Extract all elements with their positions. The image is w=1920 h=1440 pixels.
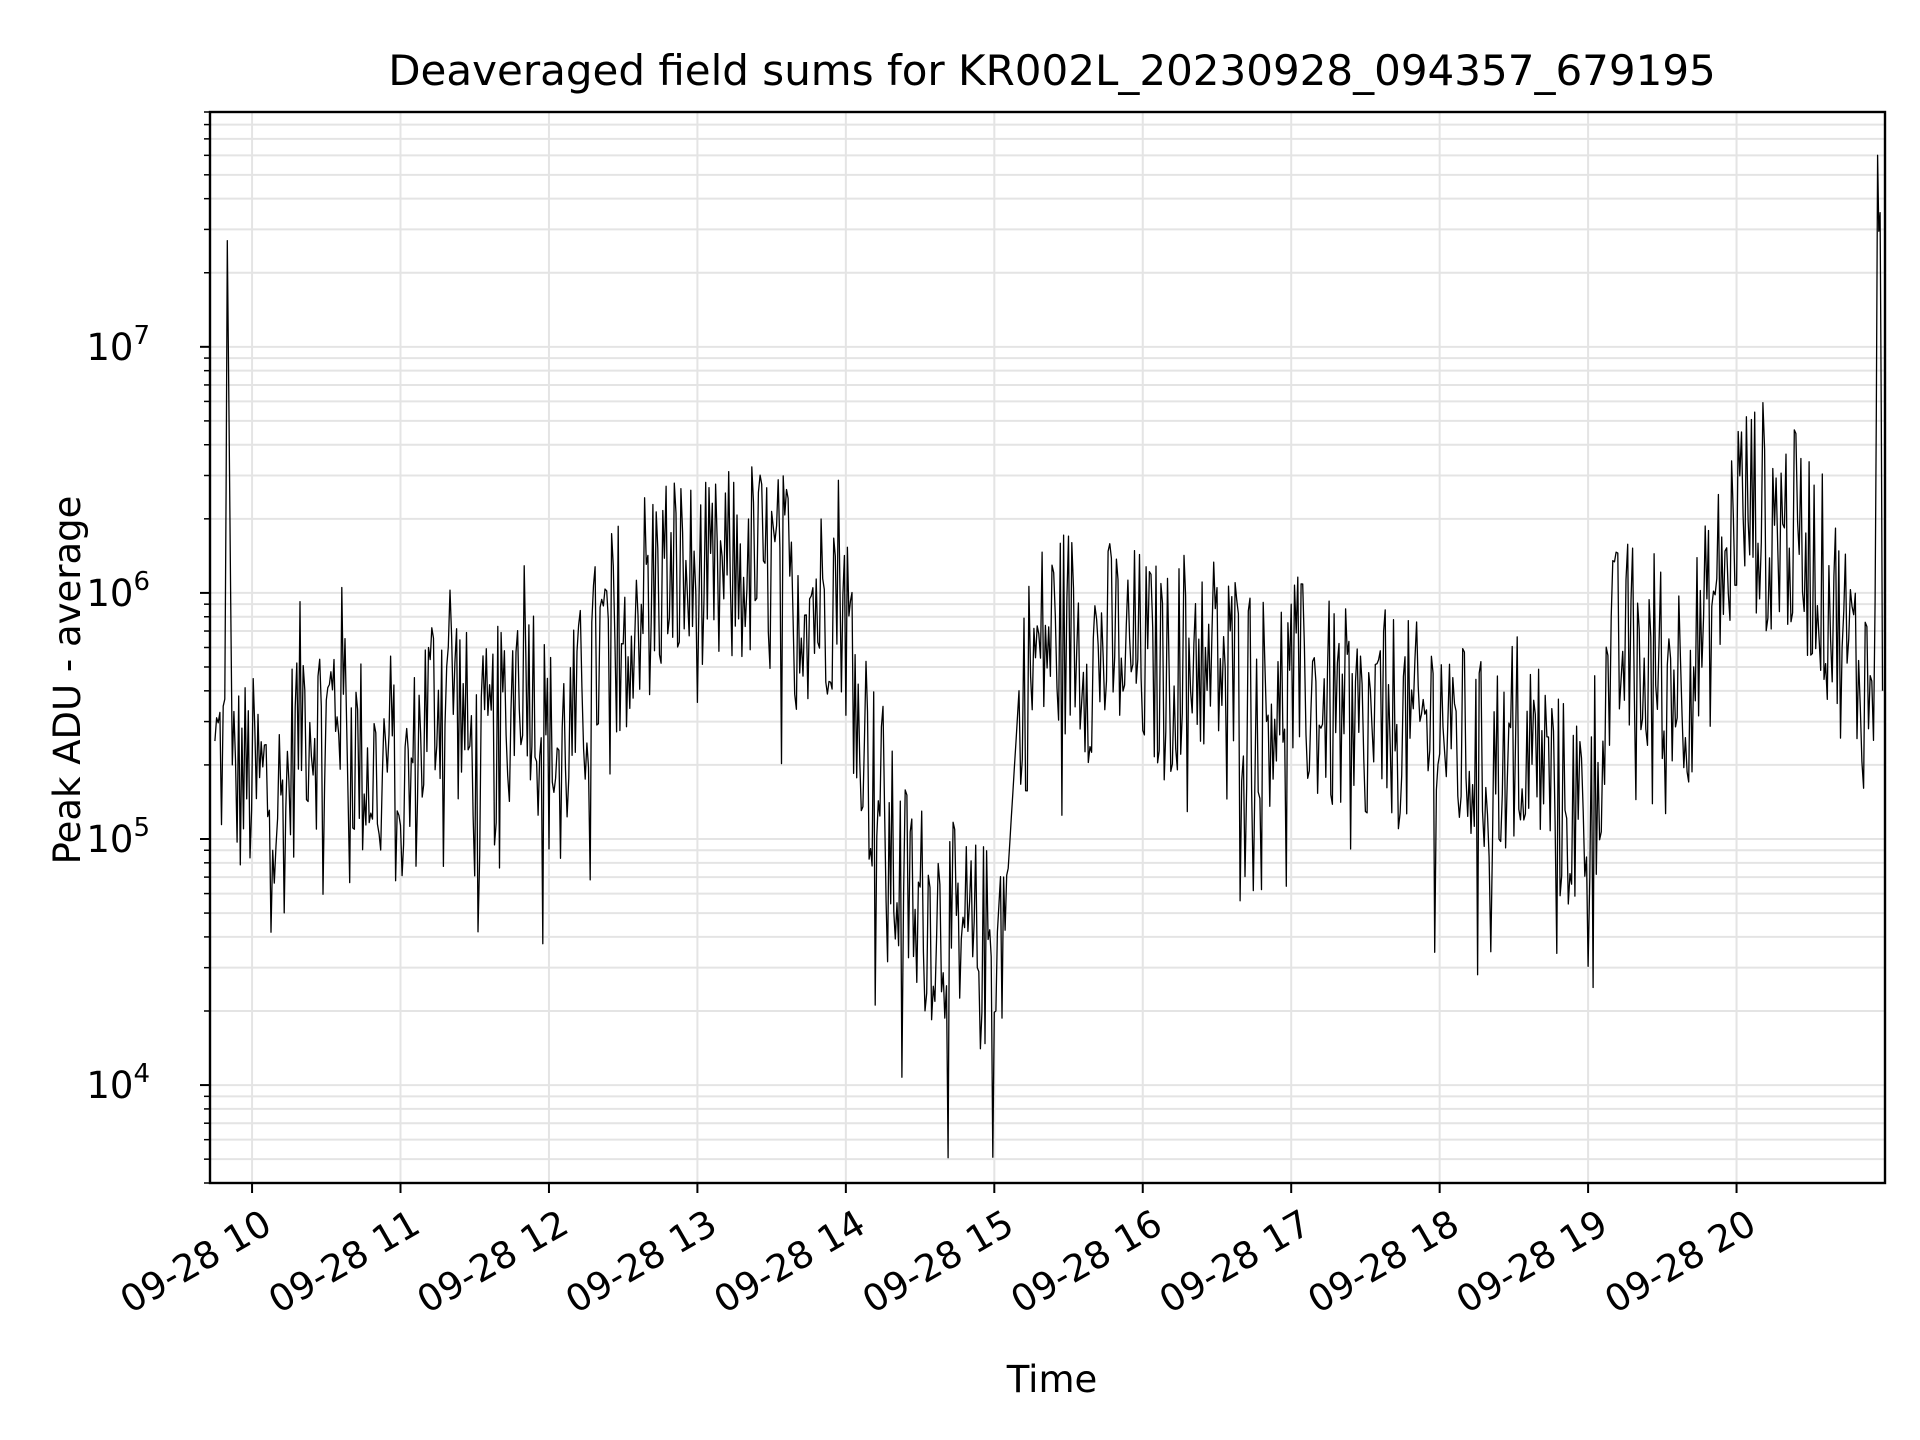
y-tick-label: 106 [86, 567, 150, 615]
x-axis-label: Time [1006, 1358, 1098, 1401]
series-layer [214, 154, 1884, 1159]
y-tick-label: 107 [86, 321, 150, 369]
chart-title: Deaveraged field sums for KR002L_2023092… [388, 46, 1716, 95]
y-tick-label: 104 [86, 1059, 150, 1107]
y-axis-label: Peak ADU - average [46, 496, 89, 865]
plot-frame [208, 110, 1887, 1185]
y-tick-label: 105 [86, 813, 150, 861]
series-line [214, 154, 1884, 1159]
